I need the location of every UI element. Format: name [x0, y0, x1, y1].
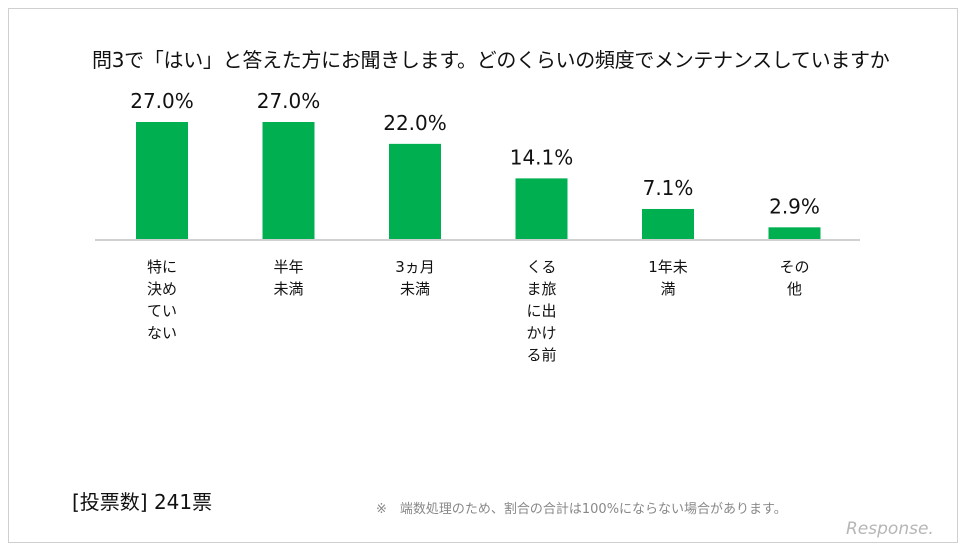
bar	[768, 227, 821, 240]
bar	[642, 208, 694, 240]
vote-count: [投票数] 241票	[72, 490, 213, 514]
bar	[389, 143, 441, 240]
bar-value-label: 7.1%	[643, 176, 694, 200]
bar-value-label: 14.1%	[510, 145, 574, 169]
response-logo: Response.	[846, 519, 934, 539]
chart-title: 問3で「はい」と答えた方にお聞きします。どのくらいの頻度でメンテナンスしています…	[92, 48, 890, 72]
chart-frame	[8, 8, 958, 543]
footnote: ※ 端数処理のため、割合の合計は100%にならない場合があります。	[376, 502, 787, 517]
bar-value-label: 2.9%	[769, 194, 820, 218]
bar	[136, 122, 188, 240]
bar	[262, 122, 315, 240]
category-label: 半年未満	[273, 258, 304, 298]
category-label: 1年未満	[648, 258, 688, 298]
bar	[515, 178, 568, 240]
category-label: 特に決めていない	[146, 258, 177, 342]
category-label: 3ヵ月未満	[395, 258, 435, 298]
category-label: その他	[779, 258, 810, 298]
category-label: くるま旅に出かける前	[526, 258, 557, 364]
bar-value-label: 27.0%	[257, 89, 321, 113]
bar-value-label: 27.0%	[130, 89, 194, 113]
bar-value-label: 22.0%	[383, 111, 447, 135]
